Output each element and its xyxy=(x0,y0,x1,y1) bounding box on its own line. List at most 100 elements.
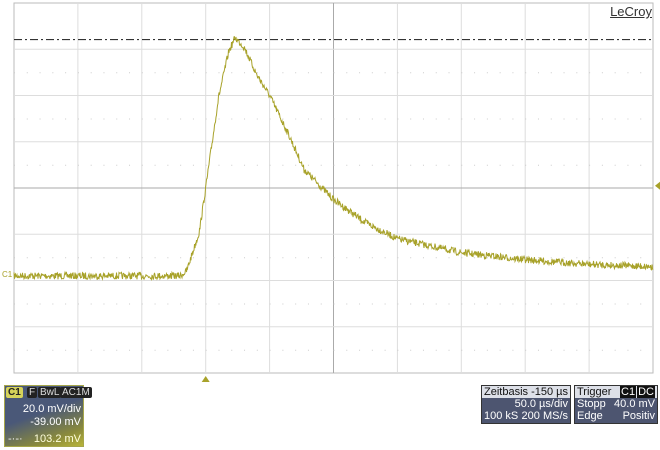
grid-dot xyxy=(537,349,539,351)
grid-dot xyxy=(77,118,79,120)
grid-dot xyxy=(141,118,143,120)
grid-dot xyxy=(486,164,488,166)
volts-per-div: 20.0 mV/div xyxy=(22,403,81,415)
grid-dot xyxy=(346,164,348,166)
grid-dot xyxy=(192,303,194,305)
grid-dot xyxy=(384,257,386,259)
grid-dot xyxy=(52,118,54,120)
grid-dot xyxy=(614,72,616,74)
grid-dot xyxy=(256,164,258,166)
grid-dot xyxy=(614,118,616,120)
grid-dot xyxy=(525,118,527,120)
grid-dot xyxy=(26,164,28,166)
grid-dot xyxy=(307,349,309,351)
grid-dot xyxy=(589,303,591,305)
grid-dot xyxy=(601,257,603,259)
grid-dot xyxy=(461,303,463,305)
grid-dot xyxy=(371,72,373,74)
grid-dot xyxy=(397,349,399,351)
grid-dot xyxy=(384,118,386,120)
grid-dot xyxy=(614,303,616,305)
grid-dot xyxy=(244,72,246,74)
grid-dot xyxy=(295,257,297,259)
grid-dot xyxy=(627,72,629,74)
grid-dot xyxy=(65,349,67,351)
channel-ground-marker: C1 xyxy=(2,270,13,279)
timebase-title: Zeitbasis xyxy=(484,386,529,398)
grid-dot xyxy=(576,118,578,120)
flag-bwl: BwL xyxy=(38,387,62,398)
grid-dot xyxy=(359,164,361,166)
grid-dot xyxy=(116,72,118,74)
trigger-slope: Positiv xyxy=(622,410,655,422)
grid-dot xyxy=(14,257,15,259)
grid-dot xyxy=(346,349,348,351)
grid-dot xyxy=(103,118,105,120)
grid-dot xyxy=(52,257,54,259)
grid-dot xyxy=(371,349,373,351)
grid-dot xyxy=(512,164,514,166)
grid-dot xyxy=(589,164,591,166)
grid-dot xyxy=(77,164,79,166)
grid-dot xyxy=(116,164,118,166)
grid-dot xyxy=(282,164,284,166)
grid-dot xyxy=(614,257,616,259)
flag-coupling: AC1M xyxy=(60,387,92,398)
grid-dot xyxy=(256,118,258,120)
grid-dot xyxy=(218,72,220,74)
grid-dot xyxy=(512,349,514,351)
grid-dot xyxy=(129,257,131,259)
grid-dot xyxy=(550,303,552,305)
grid-dot xyxy=(371,164,373,166)
grid-dot xyxy=(359,349,361,351)
grid-dot xyxy=(65,257,67,259)
grid-dot xyxy=(231,257,233,259)
grid-dot xyxy=(422,303,424,305)
grid-dot xyxy=(499,118,501,120)
grid-dot xyxy=(218,257,220,259)
grid-dot xyxy=(141,349,143,351)
grid-dot xyxy=(167,72,169,74)
trigger-panel[interactable]: Trigger C1 DC Stopp 40.0 mV Edge Positiv xyxy=(574,385,658,424)
grid-dot xyxy=(486,303,488,305)
grid-dot xyxy=(26,72,28,74)
grid-dot xyxy=(589,118,591,120)
grid-dot xyxy=(231,72,233,74)
grid-dot xyxy=(205,257,207,259)
grid-dot xyxy=(154,72,156,74)
grid-dot xyxy=(410,257,412,259)
grid-dot xyxy=(192,164,194,166)
grid-dot xyxy=(397,72,399,74)
grid-dot xyxy=(525,349,527,351)
grid-dot xyxy=(563,303,565,305)
grid-dot xyxy=(563,164,565,166)
grid-dot xyxy=(537,257,539,259)
grid-dot xyxy=(180,303,182,305)
grid-dot xyxy=(563,118,565,120)
grid-dot xyxy=(180,164,182,166)
grid-dot xyxy=(333,72,335,74)
grid-dot xyxy=(474,164,476,166)
grid-dot xyxy=(52,303,54,305)
grid-dot xyxy=(499,164,501,166)
grid-dot xyxy=(256,349,258,351)
grid-dot xyxy=(474,257,476,259)
grid-dot xyxy=(141,303,143,305)
grid-dot xyxy=(397,303,399,305)
channel-c1-panel[interactable]: C1 F BwL AC1M 20.0 mV/div -39.00 mV 103.… xyxy=(4,385,92,447)
grid-dot xyxy=(192,72,194,74)
grid-dot xyxy=(537,164,539,166)
grid-dot xyxy=(167,257,169,259)
grid-dot xyxy=(640,349,642,351)
grid-dot xyxy=(550,118,552,120)
grid-dot xyxy=(384,349,386,351)
grid-dot xyxy=(65,303,67,305)
grid-dot xyxy=(167,303,169,305)
grid-dot xyxy=(512,257,514,259)
grid-dot xyxy=(269,257,271,259)
grid-dot xyxy=(282,257,284,259)
grid-dot xyxy=(39,164,41,166)
timebase-panel[interactable]: Zeitbasis -150 µs 50.0 µs/div 100 kS 200 M… xyxy=(481,385,571,424)
grid-dot xyxy=(103,72,105,74)
